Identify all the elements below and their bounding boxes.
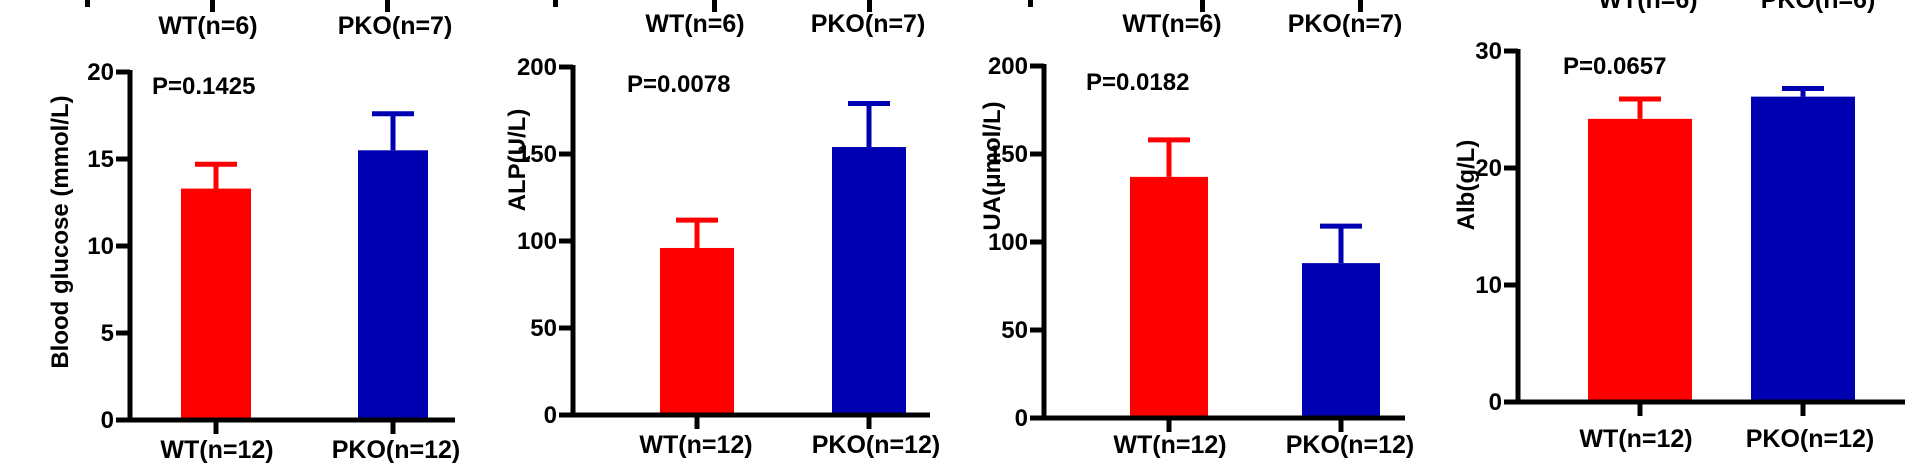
y-tick-label: 0 (544, 402, 557, 429)
y-axis-label: ALP(U/L) (504, 109, 531, 212)
y-axis-label: Blood glucose (mmol/L) (47, 95, 74, 368)
top-label: WT(n=6) (1122, 10, 1221, 38)
top-label: WT(n=6) (158, 12, 257, 40)
x-category-label: PKO(n=12) (1286, 431, 1415, 459)
top-label: PKO(n=7) (338, 12, 453, 40)
x-category-label: WT(n=12) (639, 431, 752, 459)
top-tick-mark (210, 0, 215, 12)
bar (1588, 118, 1692, 403)
top-tick-mark (867, 0, 872, 12)
y-tick-label: 0 (101, 407, 114, 434)
bar (1302, 263, 1380, 418)
bar (832, 147, 906, 416)
y-tick-label: 200 (988, 53, 1028, 80)
bar (358, 150, 428, 421)
top-label: PKO(n=7) (1288, 10, 1403, 38)
y-tick-label: 20 (87, 59, 114, 86)
chart-panel: ALP(U/L) P=0.0078 WT(n=12) PKO(n=12) 0 50… (504, 54, 940, 459)
y-tick-label: 0 (1015, 405, 1028, 432)
x-category-label: WT(n=12) (160, 436, 273, 464)
y-tick-label: 150 (988, 141, 1028, 168)
y-tick-label: 15 (87, 146, 114, 173)
y-tick-label: 20 (1475, 155, 1502, 182)
x-category-label: PKO(n=12) (812, 431, 941, 459)
chart-panel: Alb(g/L) P=0.0657 WT(n=12) PKO(n=12) 0 10… (1453, 38, 1905, 453)
top-tick-mark (1028, 0, 1033, 7)
bar (1130, 176, 1208, 418)
top-label: PKO(n=7) (811, 10, 926, 38)
y-tick-label: 10 (1475, 272, 1502, 299)
y-tick-label: 50 (530, 315, 557, 342)
chart-panel: Blood glucose (mmol/L) P=0.1425 WT(n=12)… (47, 59, 460, 464)
y-tick-label: 0 (1489, 389, 1502, 416)
top-tick-mark (1200, 0, 1205, 12)
y-tick-label: 100 (517, 228, 557, 255)
top-label: WT(n=6) (1598, 0, 1697, 14)
y-tick-label: 5 (101, 320, 114, 347)
top-tick-mark (385, 0, 390, 12)
y-tick-label: 30 (1475, 38, 1502, 65)
x-category-label: WT(n=12) (1579, 425, 1692, 453)
chart-panel: UA(μmol/L) P=0.0182 WT(n=12) PKO(n=12) 0… (979, 53, 1414, 459)
y-tick-label: 50 (1001, 317, 1028, 344)
x-category-label: WT(n=12) (1113, 431, 1226, 459)
y-tick-label: 100 (988, 229, 1028, 256)
bar (181, 188, 251, 420)
y-axis-label: Alb(g/L) (1453, 140, 1480, 231)
p-value-annotation: P=0.1425 (152, 73, 255, 100)
x-category-label: PKO(n=12) (332, 436, 461, 464)
y-tick-label: 150 (517, 141, 557, 168)
top-tick-mark (85, 0, 90, 7)
y-tick-label: 200 (517, 54, 557, 81)
top-strip: WT(n=6) PKO(n=7) WT(n=6) PKO(n=7) WT(n=6… (85, 0, 1875, 40)
top-tick-mark (712, 0, 717, 12)
p-value-annotation: P=0.0078 (627, 71, 730, 98)
p-value-annotation: P=0.0657 (1563, 53, 1666, 80)
x-category-label: PKO(n=12) (1746, 425, 1875, 453)
bar (1751, 96, 1855, 402)
top-tick-mark (553, 0, 558, 7)
y-tick-label: 10 (87, 233, 114, 260)
p-value-annotation: P=0.0182 (1086, 69, 1189, 96)
top-tick-mark (1358, 0, 1363, 12)
top-label: WT(n=6) (645, 10, 744, 38)
bar (660, 247, 734, 415)
y-axis-label: UA(μmol/L) (979, 101, 1006, 230)
top-label: PKO(n=6) (1761, 0, 1876, 14)
